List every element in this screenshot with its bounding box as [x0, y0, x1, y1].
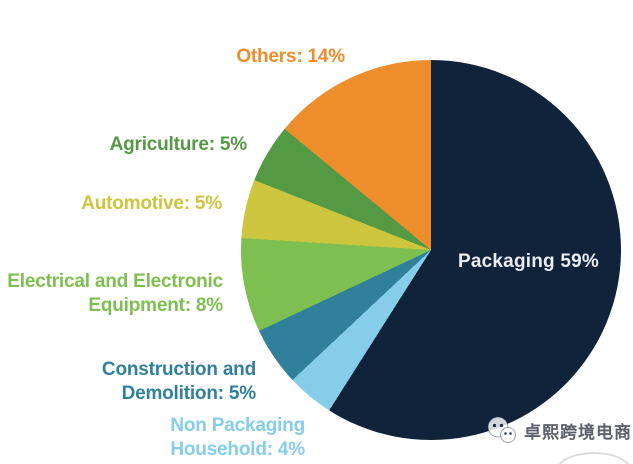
watermark: 卓熙跨境电商 — [486, 415, 632, 445]
label-automotive: Automotive: 5% — [81, 193, 222, 214]
label-others: Others: 14% — [236, 46, 345, 67]
label-electrical-electronic-equipment: Electrical and Electronic Equipment: 8% — [7, 271, 223, 317]
watermark-arc-decoration — [556, 452, 632, 464]
wechat-icon — [486, 415, 518, 445]
label-construction-demolition: Construction and Demolition: 5% — [101, 359, 256, 405]
label-agriculture: Agriculture: 5% — [109, 134, 248, 155]
pie-chart — [241, 60, 621, 440]
label-non-packaging-household: Non Packaging Household: 4% — [170, 415, 305, 461]
watermark-text: 卓熙跨境电商 — [524, 422, 632, 442]
label-packaging: Packaging 59% — [458, 251, 599, 272]
